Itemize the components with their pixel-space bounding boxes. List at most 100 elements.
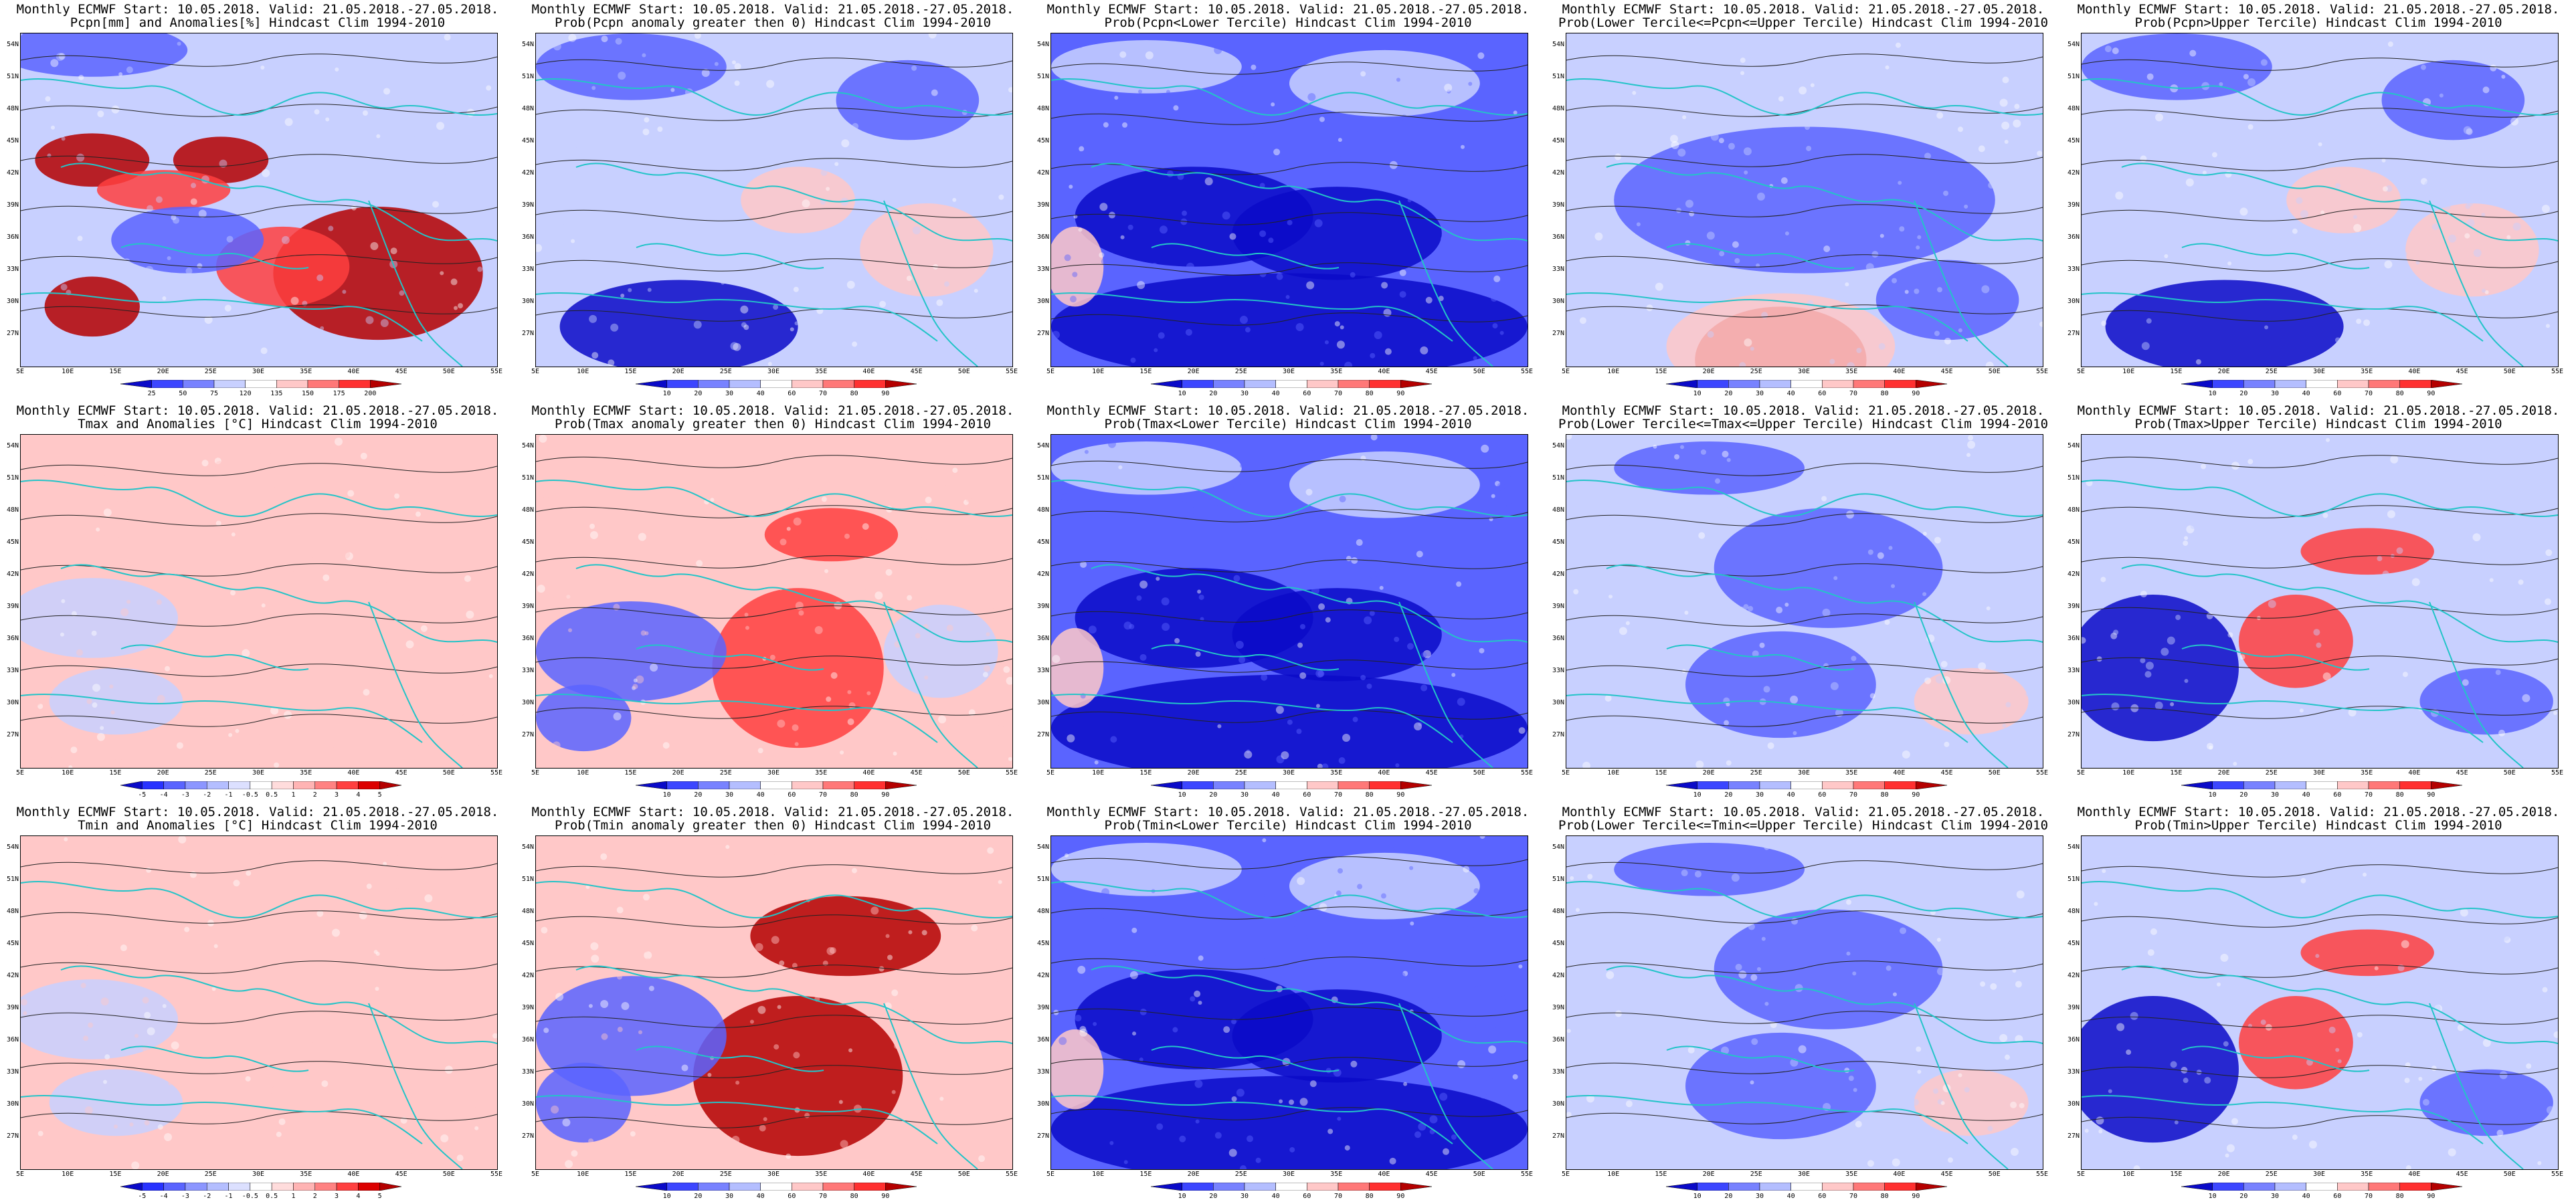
- field-speckle: [1139, 1057, 1143, 1062]
- field-speckle: [1119, 570, 1125, 576]
- latitude-label: 51N: [1552, 73, 1564, 80]
- field-speckle: [1051, 1160, 1059, 1169]
- field-speckle: [697, 139, 703, 145]
- field-speckle: [2209, 203, 2214, 208]
- field-speckle: [2531, 1003, 2535, 1007]
- colorbar-label: 2: [312, 1193, 317, 1200]
- field-speckle: [2220, 953, 2229, 962]
- contour-line: [21, 204, 497, 217]
- field-speckle: [987, 601, 996, 609]
- colorbar-segment: [729, 781, 761, 789]
- field-speckle: [929, 1005, 937, 1012]
- longitude-label: 30E: [767, 1171, 780, 1178]
- latitude-label: 54N: [1552, 41, 1564, 48]
- field-speckle: [885, 569, 893, 576]
- field-speckle: [2357, 847, 2362, 852]
- field-speckle: [537, 585, 545, 593]
- field-speckle: [1666, 318, 1673, 325]
- field-speckle: [1306, 932, 1313, 940]
- longitude-label: 10E: [577, 769, 589, 777]
- field-speckle: [1088, 625, 1097, 634]
- field-speckle: [1197, 589, 1202, 594]
- longitude-label: 10E: [1607, 368, 1620, 375]
- anomaly-area: [1875, 260, 2019, 340]
- colorbar-label: 30: [2270, 390, 2280, 397]
- field-speckle: [31, 486, 39, 494]
- longitude-label: 50E: [957, 368, 970, 375]
- field-speckle: [2482, 288, 2486, 293]
- field-speckle: [1497, 890, 1501, 894]
- latitude-label: 45N: [2067, 940, 2080, 947]
- field-speckle: [617, 171, 622, 176]
- field-speckle: [2140, 591, 2147, 598]
- colorbar-label: 4: [356, 1193, 361, 1200]
- panel-title-line1: Monthly ECMWF Start: 10.05.2018. Valid: …: [1046, 805, 1530, 819]
- latitude-label: 42N: [2067, 571, 2080, 578]
- latitude-label: 30N: [6, 1100, 19, 1108]
- field-speckle: [1609, 591, 1614, 596]
- latitude-label: 42N: [2067, 972, 2080, 979]
- field-speckle: [1665, 746, 1673, 755]
- colorbar-label: 90: [1396, 390, 1405, 397]
- field-speckle: [379, 578, 385, 584]
- field-speckle: [777, 1005, 781, 1009]
- field-speckle: [2089, 116, 2096, 123]
- colorbar-label: 20: [1209, 390, 1218, 397]
- colorbar-segment: [1213, 1183, 1245, 1191]
- field-speckle: [686, 1154, 694, 1161]
- latitude-label: 42N: [1036, 972, 1049, 979]
- field-speckle: [227, 103, 235, 110]
- field-speckle: [784, 234, 790, 240]
- field-speckle: [2399, 480, 2403, 484]
- field-speckle: [555, 993, 564, 1001]
- longitude-label: 55E: [1520, 368, 1534, 375]
- field-speckle: [1116, 912, 1122, 918]
- longitude-label: 15E: [2170, 368, 2183, 375]
- field-speckle: [2138, 843, 2144, 849]
- field-speckle: [566, 595, 571, 599]
- field-speckle: [1996, 1047, 2001, 1051]
- longitude-label: 40E: [862, 1171, 875, 1178]
- field-speckle: [1635, 309, 1640, 314]
- colorbar-label: 70: [1849, 791, 1858, 799]
- field-speckle: [100, 997, 109, 1006]
- field-speckle: [713, 736, 721, 743]
- field-speckle: [171, 635, 178, 642]
- longitude-label: 55E: [1520, 1171, 1534, 1178]
- field-speckle: [682, 176, 689, 183]
- field-speckle: [790, 873, 795, 878]
- longitude-label: 35E: [1330, 368, 1343, 375]
- field-speckle: [1350, 1060, 1358, 1068]
- field-speckle: [2211, 152, 2217, 158]
- latitude-label: 30N: [1552, 699, 1564, 706]
- field-speckle: [2172, 183, 2178, 189]
- map-panel: Monthly ECMWF Start: 10.05.2018. Valid: …: [1030, 401, 1546, 803]
- field-speckle: [64, 570, 71, 577]
- field-speckle: [2221, 193, 2226, 197]
- colorbar-label: 80: [2395, 390, 2404, 397]
- field-speckle: [2204, 1077, 2211, 1084]
- colorbar-segment: [854, 781, 886, 789]
- field-speckle: [1454, 950, 1461, 958]
- field-speckle: [2233, 843, 2238, 848]
- panel-title-line1: Monthly ECMWF Start: 10.05.2018. Valid: …: [531, 2, 1014, 17]
- field-speckle: [701, 580, 710, 589]
- field-speckle: [2353, 215, 2358, 219]
- field-speckle: [165, 666, 171, 672]
- field-speckle: [2186, 525, 2195, 534]
- field-speckle: [1376, 175, 1384, 182]
- field-speckle: [824, 569, 829, 573]
- field-speckle: [834, 162, 839, 167]
- field-speckle: [2544, 603, 2550, 609]
- field-speckle: [2404, 1078, 2410, 1084]
- field-speckle: [2195, 359, 2201, 365]
- field-speckle: [1922, 1041, 1928, 1047]
- field-speckle: [961, 991, 969, 999]
- field-speckle: [1980, 624, 1986, 630]
- field-speckle: [2037, 150, 2043, 157]
- field-speckle: [2363, 872, 2367, 877]
- field-speckle: [1322, 148, 1328, 154]
- anomaly-area: [750, 896, 941, 977]
- field-speckle: [292, 568, 297, 573]
- colorbar-label: 20: [2239, 1193, 2248, 1200]
